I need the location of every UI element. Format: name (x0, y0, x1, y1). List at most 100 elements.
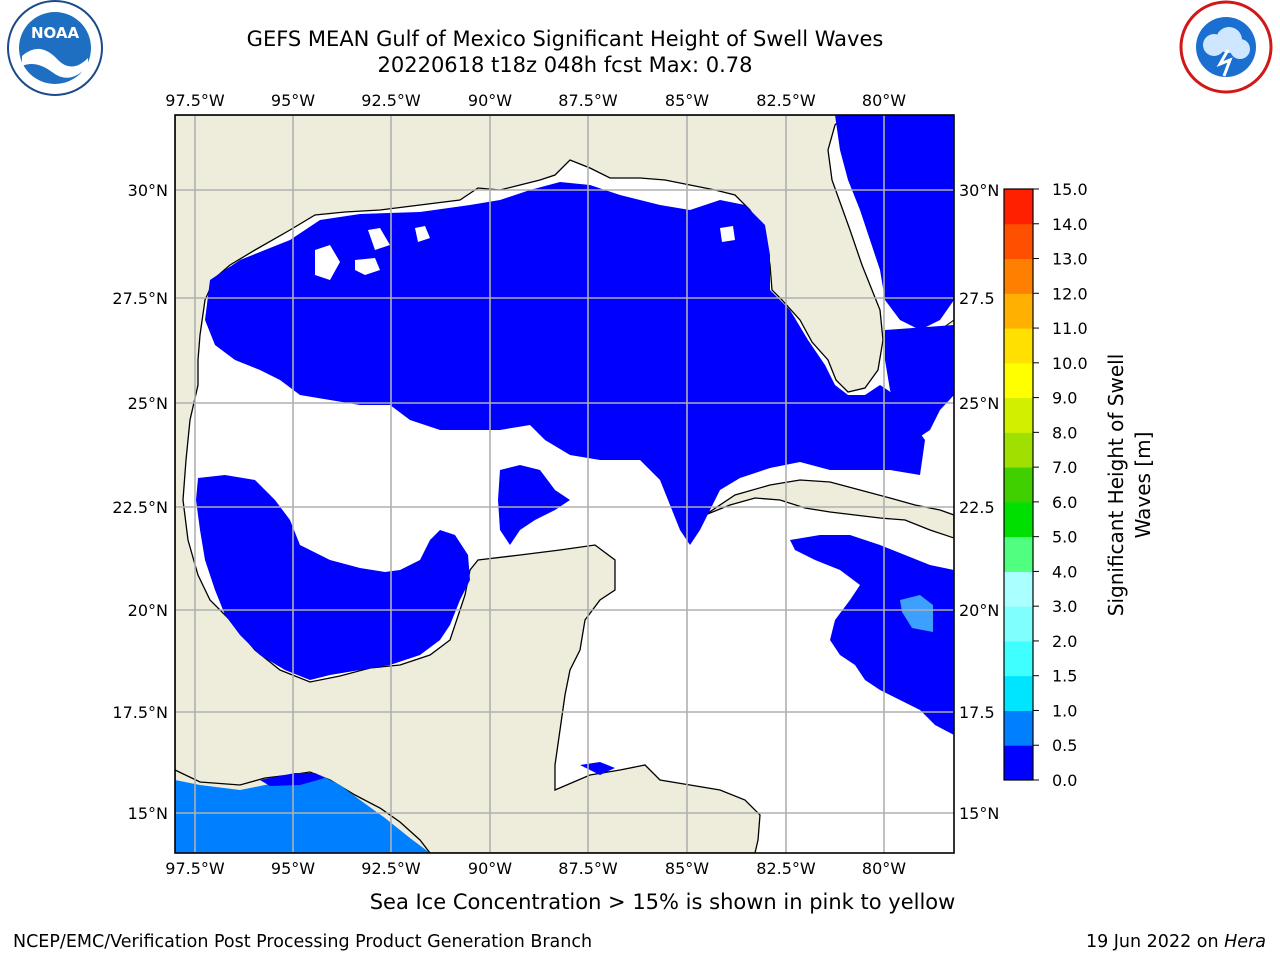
lon-label-top: 87.5°W (558, 91, 618, 110)
colorbar-label-line2: Waves [m] (1131, 432, 1155, 539)
colorbar-tick-label: 1.5 (1052, 667, 1077, 686)
colorbar-segment (1004, 501, 1033, 538)
colorbar-segment (1004, 640, 1033, 677)
colorbar-tick-label: 0.0 (1052, 771, 1077, 790)
lon-label-top: 95°W (271, 91, 315, 110)
lat-label-right: 20°N (959, 601, 999, 620)
lon-label-top: 80°W (862, 91, 906, 110)
colorbar-segment (1004, 710, 1033, 746)
lat-label-left: 25°N (128, 394, 168, 413)
lat-label-left: 27.5°N (112, 289, 168, 308)
colorbar-frame (1003, 188, 1034, 781)
lat-label-left: 30°N (128, 181, 168, 200)
colorbar-tick-label: 14.0 (1052, 215, 1088, 234)
lon-label-top: 85°W (665, 91, 709, 110)
footer-date: 19 Jun 2022 on Hera (1086, 932, 1266, 952)
noaa-logo: NOAA (7, 0, 103, 96)
colorbar-segment (1004, 328, 1033, 364)
swell-region-south-pacific (175, 775, 430, 853)
colorbar-segment (1004, 571, 1033, 607)
colorbar-tick-label: 15.0 (1052, 180, 1088, 199)
graticule (175, 115, 954, 853)
colorbar-segment (1004, 675, 1033, 711)
colorbar-segment (1004, 258, 1033, 294)
colorbar-tick-label: 0.5 (1052, 736, 1077, 755)
lon-labels-bottom: 97.5°W 95°W 92.5°W 90°W 87.5°W 85°W 82.5… (165, 859, 906, 878)
colorbar-segment (1004, 293, 1033, 329)
map-frame (174, 114, 955, 854)
lat-label-left: 17.5°N (112, 703, 168, 722)
colorbar-segment (1004, 606, 1033, 642)
swell-region-mid-level (900, 595, 933, 632)
colorbar-label-line1: Significant Height of Swell (1104, 354, 1128, 616)
colorbar-segment (1004, 223, 1033, 260)
colorbar-tick-label: 4.0 (1052, 562, 1077, 581)
colorbar-segment (1004, 467, 1033, 503)
lon-label-bottom: 82.5°W (756, 859, 816, 878)
chart-title: GEFS MEAN Gulf of Mexico Significant Hei… (246, 27, 884, 51)
colorbar-tick-label: 2.0 (1052, 632, 1077, 651)
lon-label-bottom: 95°W (271, 859, 315, 878)
colorbar-tick-label: 7.0 (1052, 458, 1077, 477)
swell-region-caribbean (790, 535, 954, 735)
footer-date-text: 19 Jun 2022 on (1085, 932, 1225, 952)
colorbar-tick-label: 1.0 (1052, 701, 1077, 720)
lon-label-bottom: 92.5°W (361, 859, 421, 878)
colorbar-tick-label: 8.0 (1052, 423, 1077, 442)
colorbar-segment (1004, 362, 1033, 399)
colorbar-segment (1004, 536, 1033, 572)
colorbar-tick-label: 12.0 (1052, 284, 1088, 303)
chart-subtitle: 20220618 t18z 048h fcst Max: 0.78 (377, 53, 753, 77)
swell-region-yucatan (498, 465, 570, 545)
lon-label-top: 82.5°W (756, 91, 816, 110)
colorbar-segment (1004, 189, 1033, 225)
lon-label-top: 97.5°W (165, 91, 225, 110)
colorbar-segment (1004, 745, 1033, 781)
lat-label-right: 15°N (959, 804, 999, 823)
lon-labels-top: 97.5°W 95°W 92.5°W 90°W 87.5°W 85°W 82.5… (165, 91, 906, 110)
swell-region-bay-campeche (196, 475, 470, 680)
colorbar-tick-label: 11.0 (1052, 319, 1088, 338)
colorbar-tick-label: 9.0 (1052, 389, 1077, 408)
swell-region-east (835, 115, 954, 330)
lat-label-right: 22.5 (959, 498, 995, 517)
lat-label-right: 27.5 (959, 289, 995, 308)
calm-patch-1 (315, 245, 340, 280)
lat-labels-left: 30°N 27.5°N 25°N 22.5°N 20°N 17.5°N 15°N (112, 181, 168, 823)
lon-label-top: 92.5°W (361, 91, 421, 110)
footer-credit: NCEP/EMC/Verification Post Processing Pr… (13, 932, 593, 952)
calm-patch-2 (355, 258, 380, 275)
land-us-south (175, 115, 954, 853)
colorbar-tick-label: 5.0 (1052, 528, 1077, 547)
lon-label-bottom: 97.5°W (165, 859, 225, 878)
colorbar-tick-label: 13.0 (1052, 250, 1088, 269)
colorbar-ticks: 0.0 0.5 1.0 1.5 2.0 3.0 4.0 5.0 6.0 7.0 8.0 9.0 10.0… (1033, 180, 1088, 790)
colorbar-tick-label: 6.0 (1052, 493, 1077, 512)
lat-labels-right: 30°N 27.5 25°N 22.5 20°N 17.5 15°N (959, 181, 999, 823)
swell-region-north-gulf (205, 182, 925, 545)
calm-patch-4 (415, 226, 430, 242)
colorbar-segment (1004, 397, 1033, 433)
map-area (175, 115, 954, 853)
lat-label-left: 22.5°N (112, 498, 168, 517)
lat-label-right: 30°N (959, 181, 999, 200)
nws-logo (1179, 0, 1273, 94)
land-cuba (704, 479, 954, 539)
colorbar-tick-label: 10.0 (1052, 354, 1088, 373)
calm-patch-5 (720, 226, 735, 242)
calm-patch-3 (368, 228, 390, 250)
lon-label-bottom: 85°W (665, 859, 709, 878)
colorbar-tick-label: 3.0 (1052, 597, 1077, 616)
lat-label-left: 20°N (128, 601, 168, 620)
lon-label-bottom: 80°W (862, 859, 906, 878)
colorbar-segment (1004, 432, 1033, 468)
lon-label-top: 90°W (468, 91, 512, 110)
sea-ice-note: Sea Ice Concentration > 15% is shown in … (369, 890, 956, 914)
colorbar (1004, 189, 1033, 781)
lon-label-bottom: 90°W (468, 859, 512, 878)
noaa-logo-text: NOAA (31, 24, 80, 42)
swell-region-east-lower (885, 325, 954, 440)
footer-host: Hera (1224, 932, 1266, 952)
lat-label-left: 15°N (128, 804, 168, 823)
